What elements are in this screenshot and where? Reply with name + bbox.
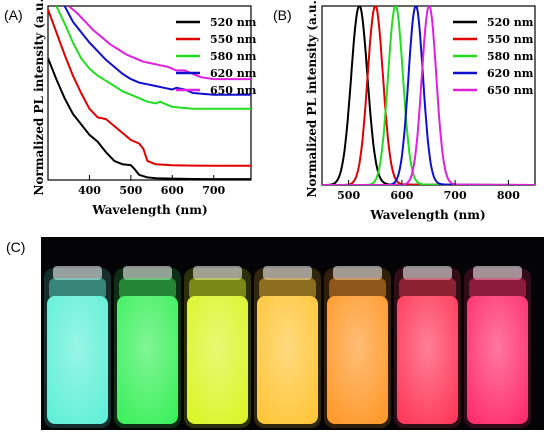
vial-highlight: [187, 296, 248, 424]
vial-highlight: [117, 296, 178, 424]
panel-a: (A) 400 500 600 700 Wavelength (nm) Normali…: [4, 0, 257, 217]
panel-a-y-axis-title: Normalized PL intensity (a.u.): [32, 0, 46, 195]
panel-b: (B) 500 600 700 800 Wavelength (nm) Normali…: [273, 0, 536, 222]
vial-highlight: [47, 296, 108, 424]
vial-cap: [263, 266, 312, 280]
panel-b-x-axis-title: Wavelength (nm): [369, 208, 485, 222]
panel-b-x-tick-label: 700: [444, 189, 467, 202]
panel-b-label: (B): [273, 7, 292, 23]
vial-cap: [333, 266, 382, 280]
vial-highlight: [397, 296, 458, 424]
panel-a-series-line: [48, 9, 251, 167]
vial: [324, 266, 391, 428]
vial-neck: [399, 278, 456, 300]
panel-b-series-line: [322, 6, 535, 185]
panel-b-legend: 520 nm 550 nm 580 nm 620 nm 650 nm: [453, 16, 534, 97]
panel-a-series-line: [55, 6, 251, 110]
panel-b-series-group: [322, 6, 535, 185]
panel-a-legend-label: 650 nm: [210, 84, 257, 97]
panel-b-x-ticks: 500 600 700 800: [337, 180, 520, 202]
vial: [394, 266, 461, 428]
vial-cap: [53, 266, 102, 280]
panel-a-x-tick-label: 400: [78, 184, 101, 197]
panel-b-legend-label: 520 nm: [487, 16, 534, 29]
vial: [254, 266, 321, 428]
panel-b-x-tick-label: 600: [390, 189, 413, 202]
panel-a-legend-label: 580 nm: [210, 50, 257, 63]
panel-a-axes-frame: [47, 5, 252, 181]
panel-b-legend-label: 650 nm: [487, 84, 534, 97]
panel-b-x-tick-label: 800: [497, 189, 520, 202]
vial-cap: [403, 266, 452, 280]
panel-b-series-line: [322, 6, 535, 185]
panel-b-x-tick-label: 500: [337, 189, 360, 202]
panel-a-legend-label: 620 nm: [210, 67, 257, 80]
vial-neck: [329, 278, 386, 300]
vial: [464, 266, 531, 428]
panel-a-legend-label: 520 nm: [210, 16, 257, 29]
vial-cap: [123, 266, 172, 280]
panel-c: (C): [6, 237, 544, 430]
panel-a-legend-label: 550 nm: [210, 33, 257, 46]
panel-b-y-axis-title: Normalized PL intensity (a.u.): [305, 0, 319, 197]
vial: [44, 266, 111, 428]
panel-a-label: (A): [4, 7, 23, 23]
panel-a-x-tick-label: 600: [161, 184, 184, 197]
vial-cap: [193, 266, 242, 280]
vial-cap: [473, 266, 522, 280]
vial-neck: [189, 278, 246, 300]
panel-c-vials: [44, 266, 531, 428]
panel-a-legend: 520 nm 550 nm 580 nm 620 nm 650 nm: [176, 16, 257, 97]
vial-neck: [469, 278, 526, 300]
vial-highlight: [327, 296, 388, 424]
panel-b-legend-label: 580 nm: [487, 50, 534, 63]
vial-neck: [259, 278, 316, 300]
panel-a-x-tick-label: 700: [202, 184, 225, 197]
vial-neck: [49, 278, 106, 300]
vial: [184, 266, 251, 428]
vial-highlight: [257, 296, 318, 424]
vial-highlight: [467, 296, 528, 424]
panel-a-x-ticks: 400 500 600 700: [78, 175, 226, 197]
panel-a-x-axis-title: Wavelength (nm): [91, 203, 207, 217]
panel-b-legend-label: 620 nm: [487, 67, 534, 80]
panel-c-label: (C): [6, 239, 25, 255]
vial-neck: [119, 278, 176, 300]
panel-b-legend-label: 550 nm: [487, 33, 534, 46]
panel-a-x-tick-label: 500: [119, 184, 142, 197]
vial: [114, 266, 181, 428]
